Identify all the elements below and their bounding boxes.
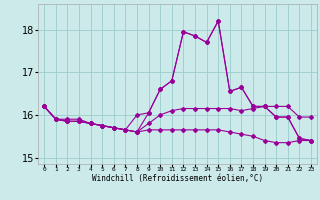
X-axis label: Windchill (Refroidissement éolien,°C): Windchill (Refroidissement éolien,°C) bbox=[92, 174, 263, 183]
